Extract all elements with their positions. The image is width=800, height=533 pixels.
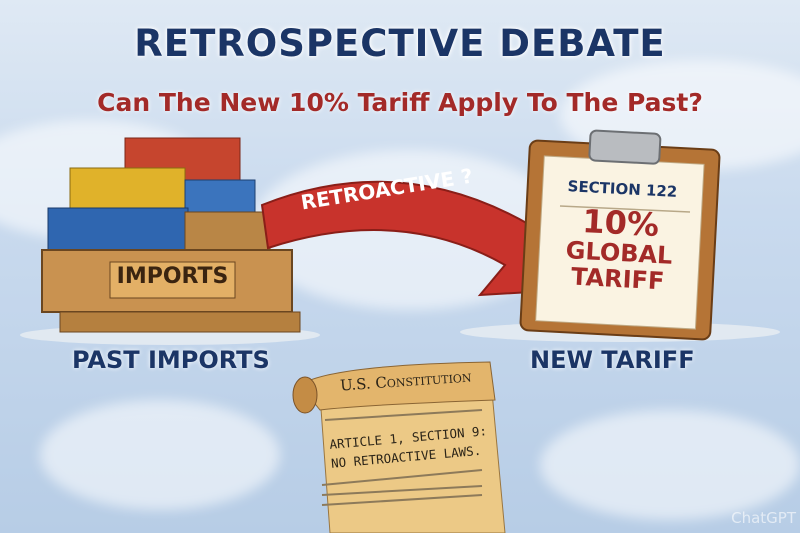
watermark: ChatGPT — [731, 509, 796, 527]
shipping-containers-icon — [41, 137, 301, 333]
cloud — [40, 400, 280, 510]
constitution-scroll-icon — [292, 361, 506, 533]
new-tariff-caption: NEW TARIFF — [530, 346, 695, 374]
past-imports-caption: PAST IMPORTS — [72, 346, 270, 374]
subtitle: Can The New 10% Tariff Apply To The Past… — [97, 88, 703, 117]
cloud — [540, 410, 800, 520]
clipboard-icon — [519, 129, 721, 341]
page-title: RETROSPECTIVE DEBATE — [134, 22, 666, 65]
imports-crate-label: IMPORTS — [116, 264, 229, 289]
clipboard-content: SECTION 122 10% GLOBAL TARIFF — [542, 176, 698, 296]
